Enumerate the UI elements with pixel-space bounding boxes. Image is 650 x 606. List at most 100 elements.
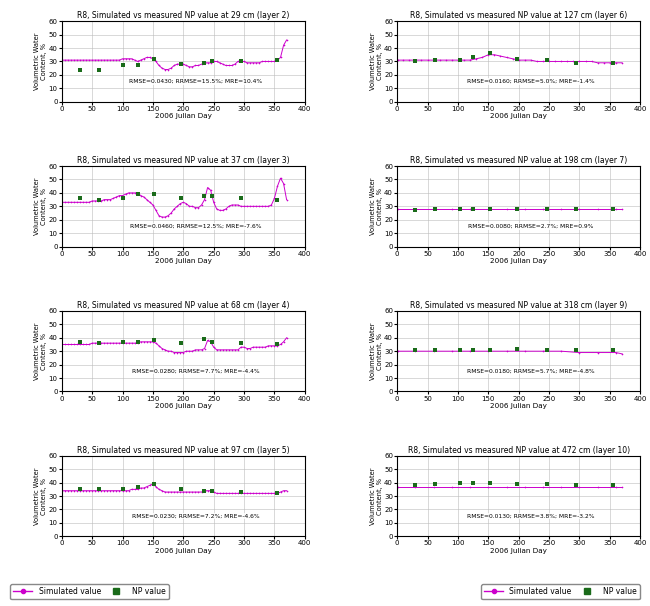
Point: [454, 478, 465, 487]
Point: [207, 486, 217, 496]
Point: [468, 345, 478, 355]
Point: [542, 345, 552, 355]
Point: [272, 339, 283, 349]
Point: [410, 56, 421, 66]
Point: [133, 61, 144, 70]
Point: [94, 338, 105, 348]
Point: [512, 54, 522, 64]
Text: RMSE=0.0280; RRMSE=7.7%; MRE=-4.4%: RMSE=0.0280; RRMSE=7.7%; MRE=-4.4%: [131, 369, 259, 374]
Point: [571, 58, 582, 68]
X-axis label: 2006 Julian Day: 2006 Julian Day: [490, 258, 547, 264]
Point: [207, 191, 217, 201]
X-axis label: 2006 Julian Day: 2006 Julian Day: [155, 113, 212, 119]
Point: [512, 479, 522, 489]
Point: [236, 338, 246, 348]
Y-axis label: Volumetric Water
Content, %: Volumetric Water Content, %: [370, 467, 383, 525]
Point: [608, 58, 618, 68]
Title: R8, Simulated vs measured NP value at 29 cm (layer 2): R8, Simulated vs measured NP value at 29…: [77, 12, 289, 21]
Point: [608, 204, 618, 214]
Point: [454, 204, 465, 214]
Title: R8, Simulated vs measured NP value at 318 cm (layer 9): R8, Simulated vs measured NP value at 31…: [410, 301, 627, 310]
Point: [542, 55, 552, 65]
Point: [94, 195, 105, 204]
Y-axis label: Volumetric Water
Content, %: Volumetric Water Content, %: [34, 322, 47, 380]
Point: [149, 336, 159, 345]
Title: R8, Simulated vs measured NP value at 37 cm (layer 3): R8, Simulated vs measured NP value at 37…: [77, 156, 290, 165]
X-axis label: 2006 Julian Day: 2006 Julian Day: [490, 403, 547, 409]
Title: R8, Simulated vs measured NP value at 127 cm (layer 6): R8, Simulated vs measured NP value at 12…: [410, 12, 627, 21]
Point: [608, 345, 618, 355]
X-axis label: 2006 Julian Day: 2006 Julian Day: [155, 548, 212, 554]
Point: [207, 337, 217, 347]
Point: [94, 485, 105, 494]
Point: [176, 59, 187, 69]
Point: [199, 58, 209, 68]
Text: RMSE=0.0430; RRMSE=15.5%; MRE=10.4%: RMSE=0.0430; RRMSE=15.5%; MRE=10.4%: [129, 79, 262, 84]
Point: [236, 487, 246, 497]
Point: [117, 193, 127, 203]
Point: [176, 485, 187, 494]
Text: RMSE=0.0160; RRMSE=5.0%; MRE=-1.4%: RMSE=0.0160; RRMSE=5.0%; MRE=-1.4%: [467, 79, 595, 84]
Point: [430, 479, 440, 489]
Point: [117, 61, 127, 70]
Point: [133, 337, 144, 347]
Point: [484, 48, 495, 58]
Point: [512, 344, 522, 353]
Point: [75, 65, 85, 75]
Point: [149, 479, 159, 489]
Point: [236, 193, 246, 203]
Text: RMSE=0.0230; RRMSE=7.2%; MRE=-4.6%: RMSE=0.0230; RRMSE=7.2%; MRE=-4.6%: [131, 514, 259, 519]
X-axis label: 2006 Julian Day: 2006 Julian Day: [155, 258, 212, 264]
Point: [75, 485, 85, 494]
Point: [571, 481, 582, 490]
Title: R8, Simulated vs measured NP value at 68 cm (layer 4): R8, Simulated vs measured NP value at 68…: [77, 301, 289, 310]
Point: [454, 345, 465, 355]
Point: [484, 345, 495, 355]
Point: [410, 345, 421, 355]
Point: [117, 337, 127, 347]
Point: [75, 337, 85, 347]
Point: [571, 345, 582, 355]
Legend: Simulated value, NP value: Simulated value, NP value: [10, 584, 169, 599]
Point: [542, 479, 552, 489]
Point: [484, 478, 495, 487]
Point: [75, 193, 85, 203]
Point: [272, 488, 283, 498]
Point: [272, 55, 283, 65]
Y-axis label: Volumetric Water
Content, %: Volumetric Water Content, %: [34, 33, 47, 90]
Text: RMSE=0.0130; RRMSE=3.8%; MRE=-3.2%: RMSE=0.0130; RRMSE=3.8%; MRE=-3.2%: [467, 514, 595, 519]
Y-axis label: Volumetric Water
Content, %: Volumetric Water Content, %: [34, 467, 47, 525]
Point: [430, 204, 440, 214]
Point: [199, 335, 209, 344]
Y-axis label: Volumetric Water
Content, %: Volumetric Water Content, %: [34, 178, 47, 235]
Title: R8, Simulated vs measured NP value at 472 cm (layer 10): R8, Simulated vs measured NP value at 47…: [408, 446, 630, 455]
Point: [410, 481, 421, 490]
Point: [149, 54, 159, 64]
Point: [542, 204, 552, 214]
Legend: Simulated value, NP value: Simulated value, NP value: [481, 584, 640, 599]
Point: [410, 205, 421, 215]
Point: [430, 345, 440, 355]
Text: RMSE=0.0460; RRMSE=12.5%; MRE=-7.6%: RMSE=0.0460; RRMSE=12.5%; MRE=-7.6%: [130, 224, 261, 229]
Point: [272, 195, 283, 204]
Point: [430, 55, 440, 65]
X-axis label: 2006 Julian Day: 2006 Julian Day: [490, 548, 547, 554]
Point: [484, 204, 495, 214]
X-axis label: 2006 Julian Day: 2006 Julian Day: [490, 113, 547, 119]
Point: [468, 204, 478, 214]
Text: RMSE=0.0180; RRMSE=5.7%; MRE=-4.8%: RMSE=0.0180; RRMSE=5.7%; MRE=-4.8%: [467, 369, 595, 374]
Point: [149, 190, 159, 199]
Point: [117, 485, 127, 494]
Point: [199, 486, 209, 496]
Point: [571, 204, 582, 214]
Point: [199, 191, 209, 201]
Point: [468, 478, 478, 487]
Point: [133, 190, 144, 199]
Y-axis label: Volumetric Water
Content, %: Volumetric Water Content, %: [370, 322, 383, 380]
Point: [133, 482, 144, 491]
Text: RMSE=0.0080; RRMSE=2.7%; MRE=0.9%: RMSE=0.0080; RRMSE=2.7%; MRE=0.9%: [468, 224, 593, 229]
X-axis label: 2006 Julian Day: 2006 Julian Day: [155, 403, 212, 409]
Point: [468, 53, 478, 62]
Point: [454, 55, 465, 65]
Point: [608, 481, 618, 490]
